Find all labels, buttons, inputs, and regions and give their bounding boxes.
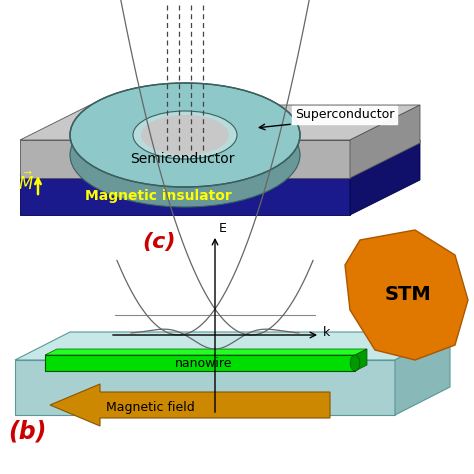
- Polygon shape: [45, 349, 367, 355]
- Text: STM: STM: [385, 285, 432, 304]
- Text: E: E: [219, 222, 227, 235]
- Text: Semiconductor: Semiconductor: [130, 152, 235, 166]
- Polygon shape: [15, 360, 395, 415]
- Text: $\vec{M}$: $\vec{M}$: [18, 172, 34, 194]
- FancyArrow shape: [50, 384, 330, 426]
- Ellipse shape: [350, 355, 360, 371]
- Polygon shape: [345, 230, 468, 360]
- Ellipse shape: [133, 111, 237, 159]
- Ellipse shape: [70, 83, 300, 187]
- Polygon shape: [350, 105, 420, 178]
- Polygon shape: [350, 140, 420, 215]
- Polygon shape: [20, 105, 420, 140]
- Text: (c): (c): [142, 232, 175, 252]
- Polygon shape: [45, 355, 355, 371]
- Polygon shape: [15, 332, 450, 360]
- Ellipse shape: [133, 131, 237, 179]
- Text: k: k: [323, 326, 330, 339]
- Text: Magnetic field: Magnetic field: [106, 401, 194, 414]
- Text: Superconductor: Superconductor: [295, 108, 394, 121]
- Text: (b): (b): [8, 419, 46, 443]
- Text: nanowire: nanowire: [175, 357, 233, 370]
- Ellipse shape: [70, 103, 300, 207]
- Text: Magnetic insulator: Magnetic insulator: [85, 189, 232, 203]
- Polygon shape: [20, 175, 350, 215]
- Polygon shape: [395, 332, 450, 415]
- Polygon shape: [20, 140, 350, 178]
- Polygon shape: [355, 349, 367, 371]
- Polygon shape: [20, 140, 420, 175]
- Ellipse shape: [141, 115, 229, 155]
